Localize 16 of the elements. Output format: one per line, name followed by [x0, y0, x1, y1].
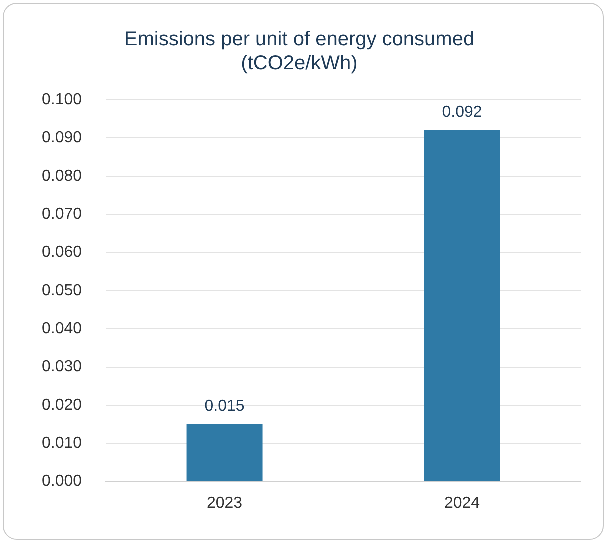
data-label: 0.015 — [204, 398, 245, 415]
y-tick-label: 0.020 — [42, 396, 82, 414]
y-tick-label: 0.100 — [42, 91, 82, 108]
x-tick-label: 2023 — [206, 494, 243, 512]
y-tick-label: 0.010 — [42, 435, 82, 452]
y-tick-label: 0.070 — [42, 206, 82, 223]
y-tick-label: 0.040 — [42, 320, 82, 338]
y-tick-label: 0.060 — [42, 244, 82, 262]
x-tick-label: 2024 — [444, 494, 480, 512]
y-tick-label: 0.030 — [42, 358, 82, 376]
data-label: 0.092 — [442, 104, 482, 121]
y-tick-label: 0.050 — [42, 282, 82, 300]
y-tick-label: 0.080 — [42, 168, 82, 185]
chart-title: Emissions per unit of energy consumed (tCO2e/kWh) — [124, 28, 475, 75]
y-tick-label: 0.000 — [42, 473, 82, 490]
y-tick-label: 0.090 — [42, 130, 82, 147]
